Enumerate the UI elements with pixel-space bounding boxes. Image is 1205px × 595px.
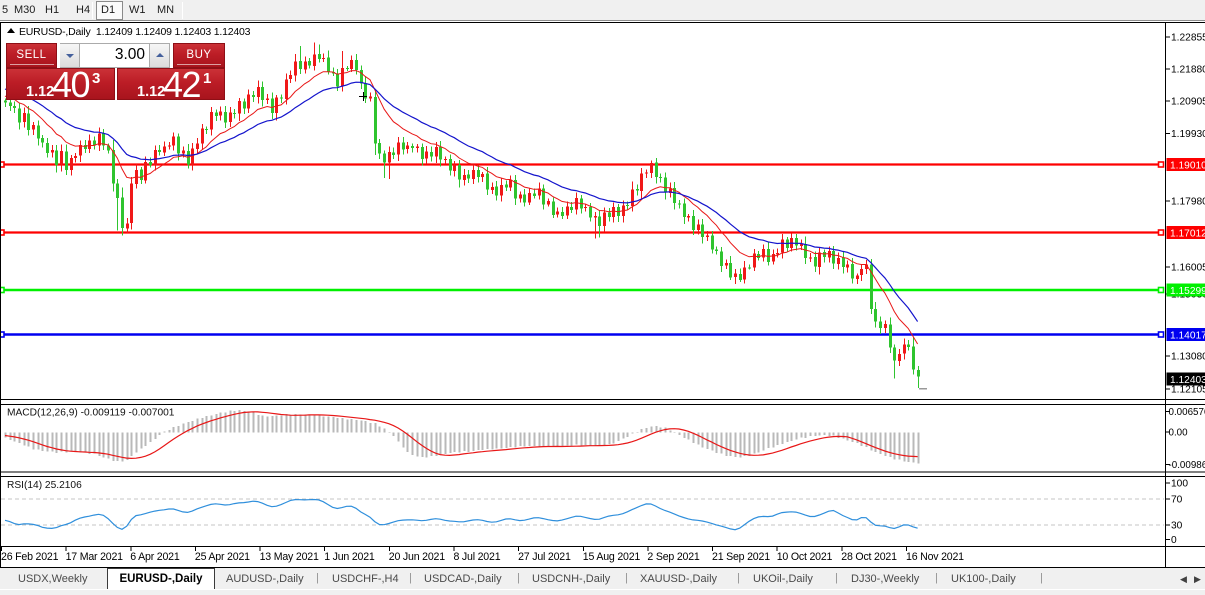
svg-text:1.14017: 1.14017 [1170,331,1205,342]
svg-text:16 Nov 2021: 16 Nov 2021 [906,551,964,563]
svg-text:0.00: 0.00 [1169,427,1189,438]
svg-text:MACD(12,26,9) -0.009119 -0.007: MACD(12,26,9) -0.009119 -0.007001 [7,408,175,419]
svg-text:26 Feb 2021: 26 Feb 2021 [1,551,59,563]
svg-text:28 Oct 2021: 28 Oct 2021 [841,551,897,563]
svg-text:1.12105: 1.12105 [1171,385,1205,396]
svg-text:1.19930: 1.19930 [1171,129,1205,140]
svg-text:0: 0 [1171,535,1177,546]
svg-text:13 May 2021: 13 May 2021 [260,551,319,563]
svg-text:70: 70 [1171,495,1183,506]
svg-text:1.17980: 1.17980 [1171,197,1205,208]
svg-text:1.13080: 1.13080 [1171,352,1205,363]
svg-text:1.21880: 1.21880 [1171,65,1205,76]
svg-text:-0.00986: -0.00986 [1169,460,1205,471]
svg-text:30: 30 [1171,521,1183,532]
svg-text:15 Aug 2021: 15 Aug 2021 [583,551,641,563]
svg-text:1.17012: 1.17012 [1170,229,1205,240]
svg-text:1.12403: 1.12403 [1170,375,1205,386]
svg-text:8 Jul 2021: 8 Jul 2021 [454,551,501,563]
svg-text:17 Mar 2021: 17 Mar 2021 [66,551,124,563]
svg-text:27 Jul 2021: 27 Jul 2021 [518,551,571,563]
svg-text:10 Oct 2021: 10 Oct 2021 [777,551,833,563]
svg-text:20 Jun 2021: 20 Jun 2021 [389,551,445,563]
svg-text:2 Sep 2021: 2 Sep 2021 [647,551,700,563]
svg-text:21 Sep 2021: 21 Sep 2021 [712,551,770,563]
svg-text:1.19010: 1.19010 [1170,161,1205,172]
svg-text:RSI(14) 25.2106: RSI(14) 25.2106 [7,480,82,491]
svg-text:6 Apr 2021: 6 Apr 2021 [130,551,180,563]
svg-text:1.20905: 1.20905 [1171,97,1205,108]
svg-text:1.22855: 1.22855 [1171,33,1205,44]
svg-text:1.15299: 1.15299 [1170,286,1205,297]
svg-text:25 Apr 2021: 25 Apr 2021 [195,551,250,563]
svg-text:100: 100 [1171,479,1188,490]
svg-text:0.006576: 0.006576 [1169,407,1205,418]
svg-text:1 Jun 2021: 1 Jun 2021 [324,551,375,563]
svg-text:1.16005: 1.16005 [1171,263,1205,274]
